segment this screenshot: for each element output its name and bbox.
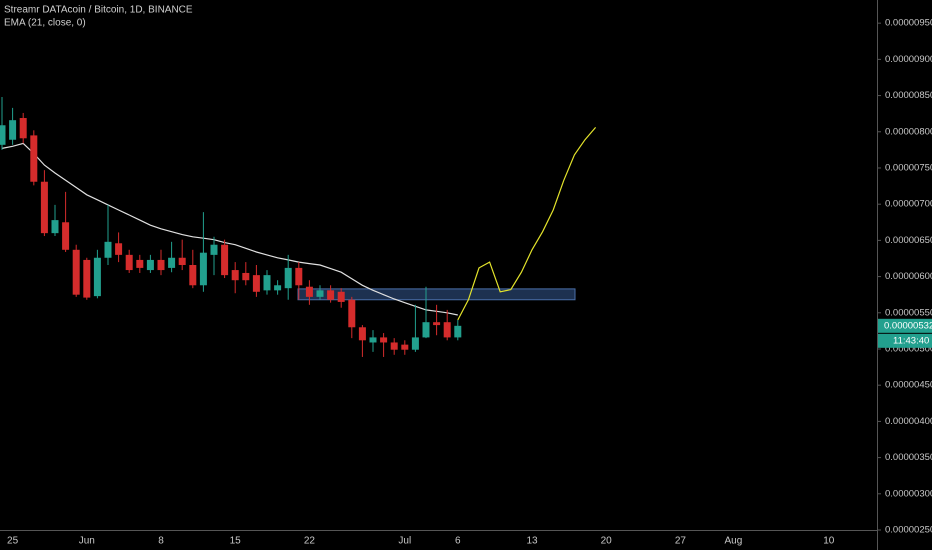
x-tick-label: 27: [675, 536, 687, 547]
x-tick-label: 8: [158, 536, 164, 547]
y-tick-label: 0.00000400: [885, 416, 932, 427]
x-tick-label: 25: [7, 536, 19, 547]
candle-body: [9, 120, 17, 140]
y-tick-label: 0.00000300: [885, 488, 932, 499]
y-tick-label: 0.00000550: [885, 307, 932, 318]
candle-body: [327, 290, 335, 300]
y-tick-label: 0.00000600: [885, 271, 932, 282]
last-price-box: [878, 318, 932, 333]
candle-body: [40, 181, 48, 234]
x-tick-label: 13: [526, 536, 538, 547]
candle-body: [136, 259, 144, 268]
price-axis-panel: [877, 0, 932, 550]
candle-body: [242, 272, 250, 281]
y-tick-label: 0.00000350: [885, 452, 932, 463]
candle-body: [93, 257, 101, 297]
candle-body: [19, 118, 27, 139]
x-tick-label: Aug: [725, 536, 743, 547]
candle-body: [274, 285, 282, 291]
candle-body: [348, 299, 356, 328]
candle-body: [104, 241, 112, 258]
candle-body: [30, 135, 38, 182]
candle-body: [284, 267, 292, 289]
ema-line: [1, 142, 458, 316]
candle-body: [231, 270, 239, 281]
candle-body: [433, 322, 441, 326]
candle-body: [295, 267, 303, 286]
x-tick-label: 6: [455, 536, 461, 547]
projection-line: [457, 127, 597, 321]
candle-body: [51, 220, 59, 234]
y-tick-label: 0.00000650: [885, 235, 932, 246]
candle-body: [146, 259, 154, 271]
x-tick-label: Jun: [79, 536, 95, 547]
y-tick-label: 0.00000700: [885, 199, 932, 210]
y-tick-label: 0.00000250: [885, 525, 932, 536]
candle-body: [305, 286, 313, 297]
countdown-box: [878, 333, 932, 348]
plot-area: [0, 97, 597, 357]
candle-body: [401, 344, 409, 350]
candle-body: [178, 257, 186, 265]
indicator-label: EMA (21, close, 0): [4, 18, 86, 29]
candle-body: [157, 259, 165, 271]
candle-body: [390, 342, 398, 350]
candle-body: [189, 265, 197, 286]
y-tick-label: 0.00000850: [885, 90, 932, 101]
candle-body: [380, 337, 388, 343]
x-tick-label: Jul: [398, 536, 411, 547]
y-tick-label: 0.00000500: [885, 344, 932, 355]
candle-body: [443, 322, 451, 338]
candle-body: [454, 325, 462, 338]
candle-body: [0, 125, 6, 145]
candle-body: [263, 275, 271, 291]
price-axis: 0.00000950 0.00000900 0.00000850 0.00000800…: [877, 18, 932, 536]
candle-body: [422, 322, 430, 338]
candle-body: [62, 222, 70, 250]
candle-body: [199, 252, 207, 286]
y-tick-label: 0.00000800: [885, 126, 932, 137]
price-zone: [297, 288, 576, 301]
candle-body: [411, 337, 419, 350]
countdown-label: 11:43:40: [893, 335, 929, 346]
candle-body: [358, 327, 366, 341]
x-tick-label: 20: [601, 536, 613, 547]
x-tick-label: 15: [230, 536, 242, 547]
y-tick-label: 0.00000950: [885, 18, 932, 29]
candle-body: [83, 259, 91, 298]
x-tick-label: 10: [823, 536, 835, 547]
x-tick-label: 22: [304, 536, 316, 547]
candle-body: [125, 254, 133, 271]
candle-body: [210, 244, 218, 255]
y-tick-label: 0.00000900: [885, 54, 932, 65]
last-price-label: 0.00000532: [884, 320, 932, 331]
candle-body: [168, 257, 176, 268]
candle-body: [369, 337, 377, 343]
candle-body: [72, 249, 80, 295]
chart-title: Streamr DATAcoin / Bitcoin, 1D, BINANCE: [4, 5, 193, 16]
candle-body: [221, 244, 229, 276]
y-tick-label: 0.00000750: [885, 162, 932, 173]
y-tick-label: 0.00000450: [885, 380, 932, 391]
candle-body: [115, 243, 123, 255]
candle-body: [252, 275, 260, 292]
candle-body: [337, 291, 345, 302]
candle-body: [316, 290, 324, 297]
